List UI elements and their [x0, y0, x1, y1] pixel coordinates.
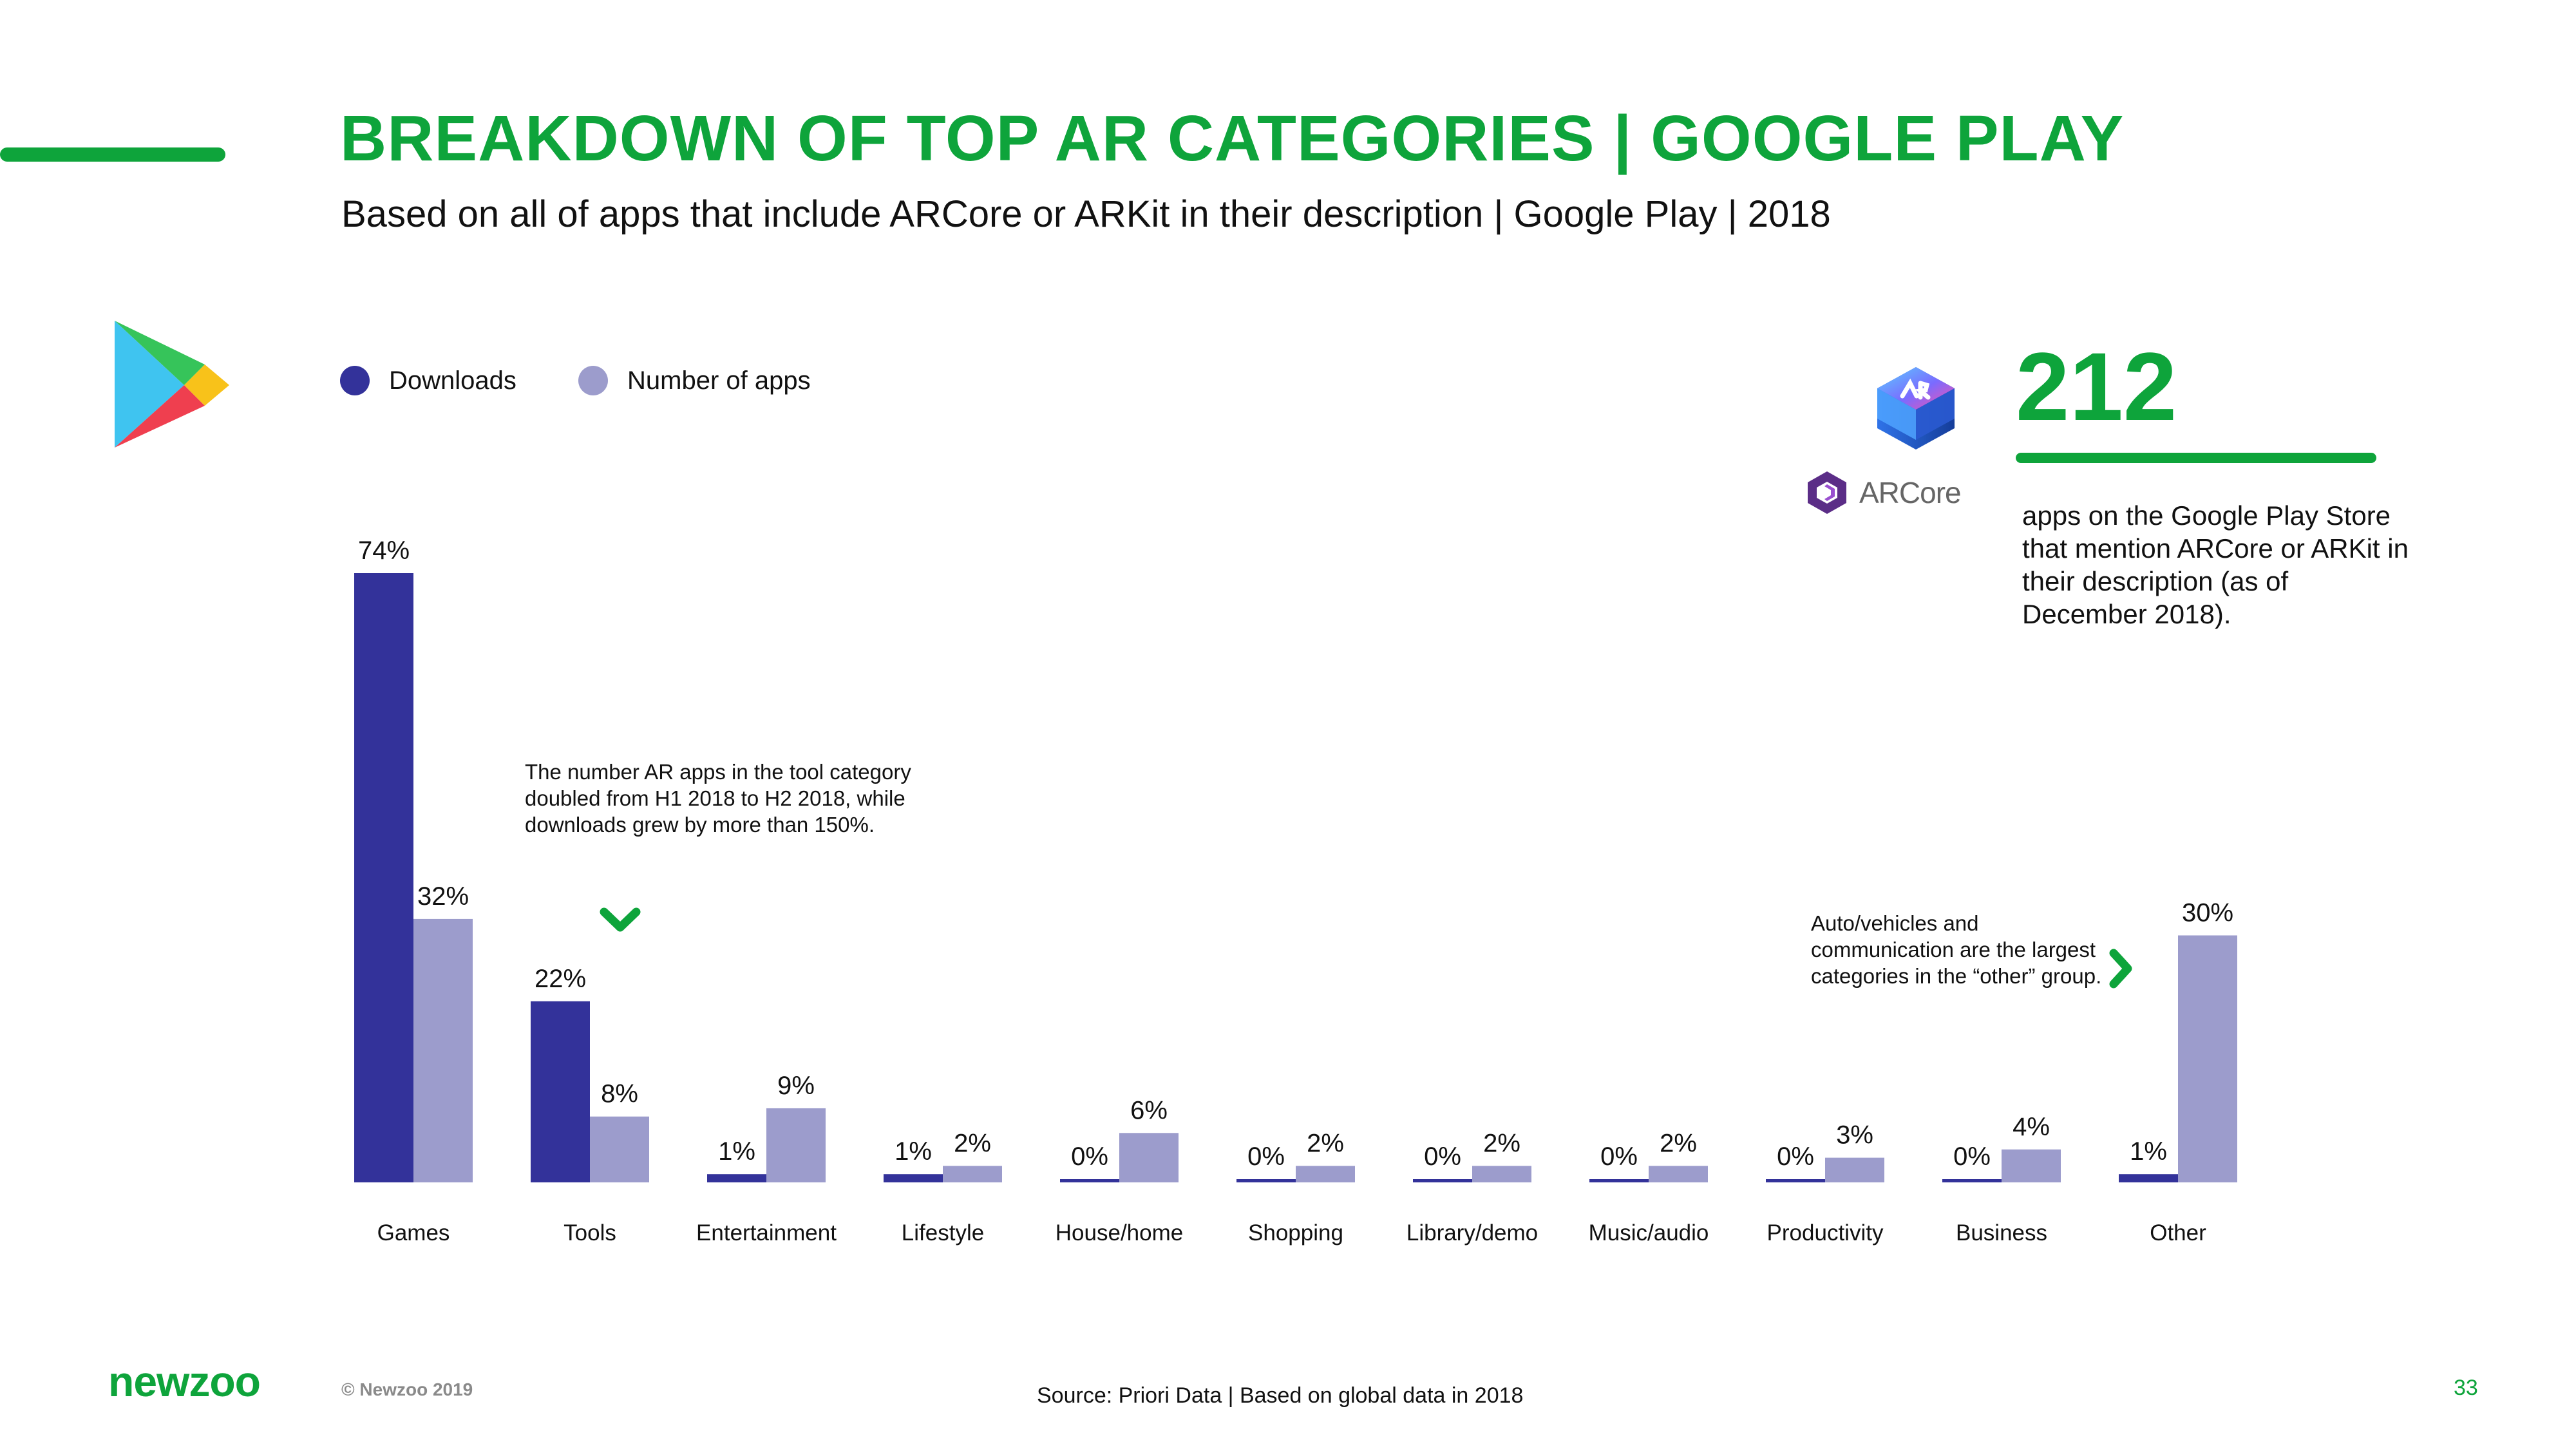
google-play-icon — [115, 321, 229, 448]
data-label-number-of-apps-entertainment: 9% — [777, 1072, 815, 1100]
arcore-logo: ARCore — [1806, 470, 1962, 515]
bar-number-of-apps-library-demo — [1472, 1166, 1531, 1182]
data-label-downloads-entertainment: 1% — [718, 1137, 755, 1166]
category-label-business: Business — [1956, 1220, 2047, 1245]
data-label-downloads-shopping: 0% — [1247, 1142, 1285, 1171]
arcore-label: ARCore — [1859, 476, 1962, 509]
data-label-number-of-apps-shopping: 2% — [1307, 1129, 1344, 1157]
bar-number-of-apps-lifestyle — [943, 1166, 1002, 1182]
category-label-house-home: House/home — [1056, 1220, 1183, 1245]
newzoo-logo: newzoo — [108, 1358, 261, 1405]
category-label-music-audio: Music/audio — [1589, 1220, 1709, 1245]
legend-swatch-number-of-apps — [578, 366, 608, 395]
bar-downloads-other — [2119, 1174, 2178, 1182]
bar-downloads-tools — [531, 1001, 590, 1182]
data-label-downloads-house-home: 0% — [1071, 1142, 1108, 1171]
bar-downloads-shopping — [1236, 1179, 1296, 1182]
data-label-downloads-other: 1% — [2130, 1137, 2167, 1166]
kpi-number: 212 — [2016, 332, 2177, 440]
bar-downloads-business — [1942, 1179, 2002, 1182]
data-label-number-of-apps-business: 4% — [2012, 1113, 2050, 1141]
data-label-number-of-apps-productivity: 3% — [1836, 1121, 1873, 1150]
legend-item-number-of-apps: Number of apps — [578, 366, 811, 395]
bar-number-of-apps-games — [413, 918, 473, 1182]
chevron-right-icon — [2109, 949, 2132, 989]
bar-downloads-music-audio — [1589, 1179, 1649, 1182]
annotation-tools: The number AR apps in the tool category … — [525, 760, 911, 837]
legend-item-downloads: Downloads — [340, 366, 516, 395]
bar-number-of-apps-entertainment — [766, 1108, 826, 1182]
legend-label-number-of-apps: Number of apps — [627, 366, 811, 395]
page-title: BREAKDOWN OF TOP AR CATEGORIES | GOOGLE … — [340, 102, 2125, 175]
kpi-underline — [2016, 453, 2376, 463]
data-label-number-of-apps-library-demo: 2% — [1483, 1129, 1520, 1157]
chevron-down-icon — [600, 907, 641, 932]
category-label-other: Other — [2150, 1220, 2206, 1245]
bar-number-of-apps-tools — [590, 1116, 649, 1182]
annotation-other: Auto/vehicles and communication are the … — [1811, 911, 2102, 988]
category-label-games: Games — [377, 1220, 450, 1245]
bar-number-of-apps-shopping — [1296, 1166, 1355, 1182]
data-label-number-of-apps-games: 32% — [417, 882, 469, 911]
data-label-number-of-apps-tools: 8% — [601, 1080, 638, 1108]
title-accent-bar — [0, 147, 225, 162]
bar-number-of-apps-business — [2002, 1149, 2061, 1182]
data-label-number-of-apps-lifestyle: 2% — [954, 1129, 991, 1157]
bar-downloads-lifestyle — [884, 1174, 943, 1182]
legend-swatch-downloads — [340, 366, 370, 395]
kpi-description: apps on the Google Play Store that menti… — [2022, 500, 2409, 629]
bar-number-of-apps-music-audio — [1649, 1166, 1708, 1182]
data-label-downloads-games: 74% — [358, 536, 410, 565]
data-label-number-of-apps-music-audio: 2% — [1660, 1129, 1697, 1157]
category-label-entertainment: Entertainment — [696, 1220, 837, 1245]
data-label-downloads-productivity: 0% — [1777, 1142, 1814, 1171]
data-label-number-of-apps-house-home: 6% — [1130, 1096, 1168, 1124]
category-label-productivity: Productivity — [1767, 1220, 1884, 1245]
bar-downloads-productivity — [1766, 1179, 1825, 1182]
bar-downloads-library-demo — [1413, 1179, 1472, 1182]
bar-number-of-apps-other — [2178, 935, 2237, 1182]
category-label-shopping: Shopping — [1248, 1220, 1343, 1245]
data-label-downloads-library-demo: 0% — [1424, 1142, 1461, 1171]
source-note: Source: Priori Data | Based on global da… — [1037, 1383, 1524, 1408]
bar-downloads-entertainment — [707, 1174, 766, 1182]
page-subtitle: Based on all of apps that include ARCore… — [341, 193, 1831, 235]
page-number: 33 — [2454, 1376, 2478, 1400]
data-label-downloads-business: 0% — [1953, 1142, 1991, 1171]
bar-downloads-games — [354, 573, 413, 1182]
category-label-lifestyle: Lifestyle — [902, 1220, 984, 1245]
category-label-tools: Tools — [564, 1220, 616, 1245]
bar-number-of-apps-productivity — [1825, 1157, 1884, 1182]
arkit-icon — [1877, 367, 1955, 450]
data-label-downloads-music-audio: 0% — [1600, 1142, 1638, 1171]
arcore-icon — [1808, 471, 1846, 514]
category-label-library-demo: Library/demo — [1406, 1220, 1538, 1245]
bar-number-of-apps-house-home — [1119, 1133, 1179, 1182]
data-label-number-of-apps-other: 30% — [2182, 898, 2233, 927]
legend-label-downloads: Downloads — [389, 366, 516, 395]
bar-downloads-house-home — [1060, 1179, 1119, 1182]
copyright-text: © Newzoo 2019 — [341, 1379, 473, 1399]
data-label-downloads-tools: 22% — [535, 965, 586, 993]
data-label-downloads-lifestyle: 1% — [895, 1137, 932, 1166]
